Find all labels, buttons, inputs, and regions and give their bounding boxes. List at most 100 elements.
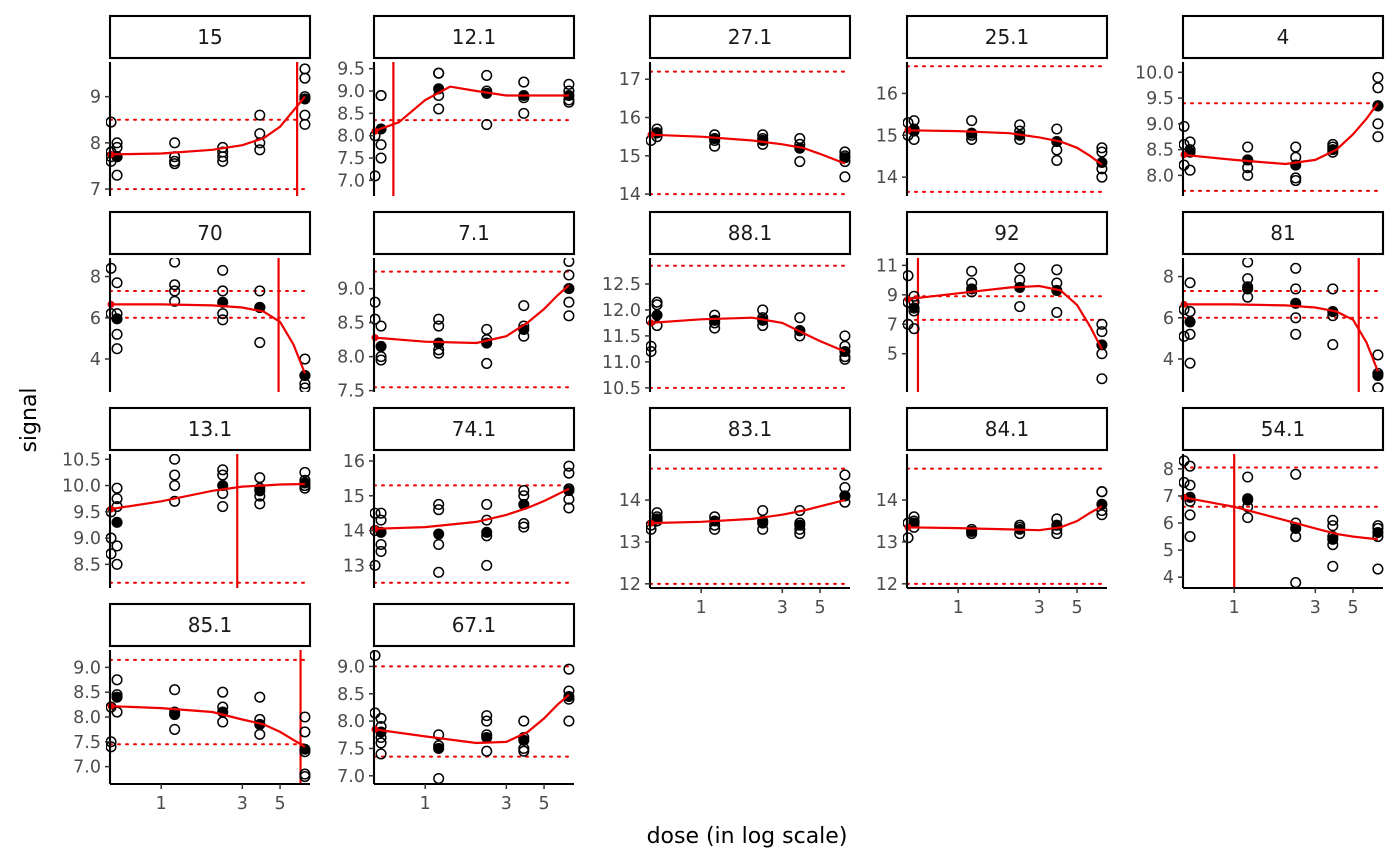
plot-area bbox=[370, 62, 575, 196]
y-tick-label: 8.5 bbox=[1146, 141, 1174, 161]
data-point bbox=[433, 498, 445, 511]
data-point bbox=[1184, 277, 1196, 289]
strip-label: 13.1 bbox=[188, 417, 233, 441]
y-tick-label: 4 bbox=[90, 350, 101, 370]
y-tick-label: 9.5 bbox=[73, 503, 101, 523]
data-point bbox=[518, 76, 530, 88]
fit-curve bbox=[906, 284, 1103, 350]
strip-box bbox=[648, 210, 852, 256]
y-tick-label: 9.0 bbox=[73, 658, 101, 678]
data-point bbox=[1051, 123, 1063, 135]
data-point bbox=[111, 706, 123, 718]
mean-point bbox=[1372, 526, 1384, 539]
y-tick-label: 9 bbox=[90, 88, 101, 108]
data-point bbox=[1014, 262, 1026, 274]
data-point bbox=[1096, 142, 1108, 154]
data-point bbox=[169, 684, 181, 696]
data-point bbox=[1242, 512, 1254, 524]
y-tick-label: 15 bbox=[619, 147, 641, 167]
y-tick-label: 14 bbox=[876, 491, 898, 511]
data-point bbox=[481, 69, 493, 81]
y-tick-label: 10.5 bbox=[62, 450, 101, 470]
fit-curve bbox=[373, 284, 570, 345]
y-tick-label: 5 bbox=[887, 345, 898, 365]
data-point bbox=[375, 712, 387, 724]
data-point bbox=[375, 507, 387, 519]
data-point bbox=[794, 312, 806, 324]
data-point bbox=[254, 144, 266, 156]
fit-curve bbox=[906, 505, 1103, 532]
data-point bbox=[111, 482, 123, 494]
data-point bbox=[1184, 509, 1196, 521]
strip-label: 4 bbox=[1277, 25, 1290, 49]
y-tick-label: 6 bbox=[90, 309, 101, 329]
data-point bbox=[563, 310, 575, 322]
data-point bbox=[375, 320, 387, 332]
data-point bbox=[254, 137, 266, 149]
y-axis-title: signal bbox=[17, 387, 42, 452]
data-point bbox=[299, 711, 311, 723]
data-point bbox=[518, 715, 530, 727]
strip-box bbox=[1181, 406, 1385, 452]
data-point bbox=[908, 323, 920, 335]
x-tick-label: 3 bbox=[501, 794, 512, 814]
y-tick-label: 11.5 bbox=[602, 327, 641, 347]
data-point bbox=[1372, 71, 1384, 84]
mean-point bbox=[111, 313, 123, 325]
mean-point bbox=[709, 314, 721, 326]
mean-point bbox=[111, 516, 123, 528]
strip-box bbox=[372, 406, 576, 452]
y-tick-label: 15 bbox=[343, 487, 365, 507]
x-axis-title: dose (in log scale) bbox=[647, 824, 848, 849]
data-point bbox=[757, 504, 769, 517]
y-tick-label: 9.0 bbox=[1146, 115, 1174, 135]
data-point bbox=[254, 109, 266, 121]
fit-curve bbox=[373, 85, 569, 133]
panel-85.1: 85.1 7.0 7.5 8.0 8.5 9.0 1 3 5 bbox=[73, 602, 312, 814]
mean-point bbox=[908, 302, 920, 314]
mean-point bbox=[1184, 316, 1196, 328]
data-point bbox=[169, 137, 181, 149]
data-point bbox=[563, 460, 575, 472]
strip-label: 25.1 bbox=[985, 25, 1030, 49]
data-point bbox=[375, 152, 387, 164]
data-point bbox=[111, 343, 123, 355]
y-tick-label: 16 bbox=[876, 84, 898, 104]
mean-point bbox=[563, 690, 575, 703]
data-point bbox=[299, 63, 311, 75]
x-tick-label: 5 bbox=[274, 794, 285, 814]
x-tick-label: 1 bbox=[156, 794, 167, 814]
data-point bbox=[1096, 146, 1108, 158]
data-point bbox=[1184, 306, 1196, 318]
y-tick-label: 14 bbox=[619, 185, 641, 205]
plot-area bbox=[646, 264, 851, 389]
data-point bbox=[1290, 577, 1302, 588]
data-point bbox=[1096, 326, 1108, 338]
panel-88.1: 88.1 10.5 11.0 11.5 12.0 12.5 bbox=[602, 210, 852, 399]
mean-point bbox=[1242, 283, 1254, 295]
data-point bbox=[1242, 169, 1254, 181]
data-point bbox=[375, 89, 387, 102]
y-tick-label: 7.5 bbox=[337, 739, 365, 759]
fit-curve bbox=[109, 705, 306, 748]
strip-label: 67.1 bbox=[452, 613, 497, 637]
data-point bbox=[217, 151, 229, 163]
data-point bbox=[433, 103, 445, 115]
data-point bbox=[1290, 141, 1302, 153]
y-tick-label: 10.5 bbox=[602, 379, 641, 399]
mean-point bbox=[839, 490, 851, 502]
y-tick-label: 7.0 bbox=[337, 767, 365, 787]
strip-label: 74.1 bbox=[452, 417, 497, 441]
panel-67.1: 67.1 7.0 7.5 8.0 8.5 9.0 1 3 5 bbox=[337, 602, 576, 814]
strip-label: 27.1 bbox=[728, 25, 773, 49]
y-tick-label: 9.5 bbox=[1146, 89, 1174, 109]
strip-box bbox=[108, 602, 312, 648]
y-tick-label: 13 bbox=[343, 556, 365, 576]
strip-label: 81 bbox=[1270, 221, 1295, 245]
y-tick-label: 8.5 bbox=[337, 685, 365, 705]
y-tick-label: 8.5 bbox=[73, 683, 101, 703]
data-point bbox=[217, 469, 229, 481]
strip-box bbox=[108, 14, 312, 60]
fit-curve bbox=[1183, 303, 1379, 372]
data-point bbox=[1184, 357, 1196, 369]
